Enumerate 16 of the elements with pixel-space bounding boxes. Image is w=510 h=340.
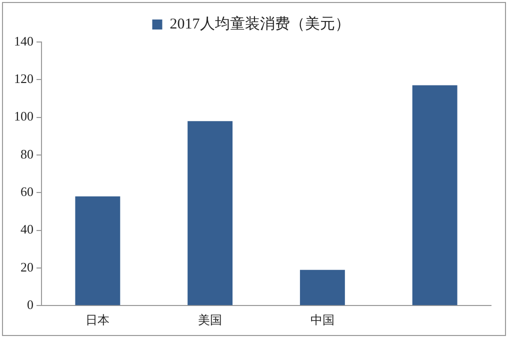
x-tick-label: 日本 [86, 312, 110, 327]
x-tick-label: 美国 [198, 312, 222, 327]
y-tick-label: 20 [20, 259, 34, 274]
x-tick-label: 中国 [310, 312, 334, 327]
legend-label: 2017人均童装消费（美元） [170, 15, 350, 32]
y-tick-label: 120 [14, 71, 34, 86]
y-tick-label: 140 [14, 33, 34, 48]
y-tick-label: 80 [20, 146, 34, 162]
y-tick-label: 60 [20, 184, 34, 200]
y-tick-label: 0 [27, 297, 34, 312]
y-tick-label: 100 [14, 108, 34, 124]
bar [75, 196, 120, 306]
bar [188, 121, 233, 306]
bar [300, 270, 345, 306]
bar [412, 85, 458, 306]
y-tick-label: 40 [20, 222, 34, 237]
